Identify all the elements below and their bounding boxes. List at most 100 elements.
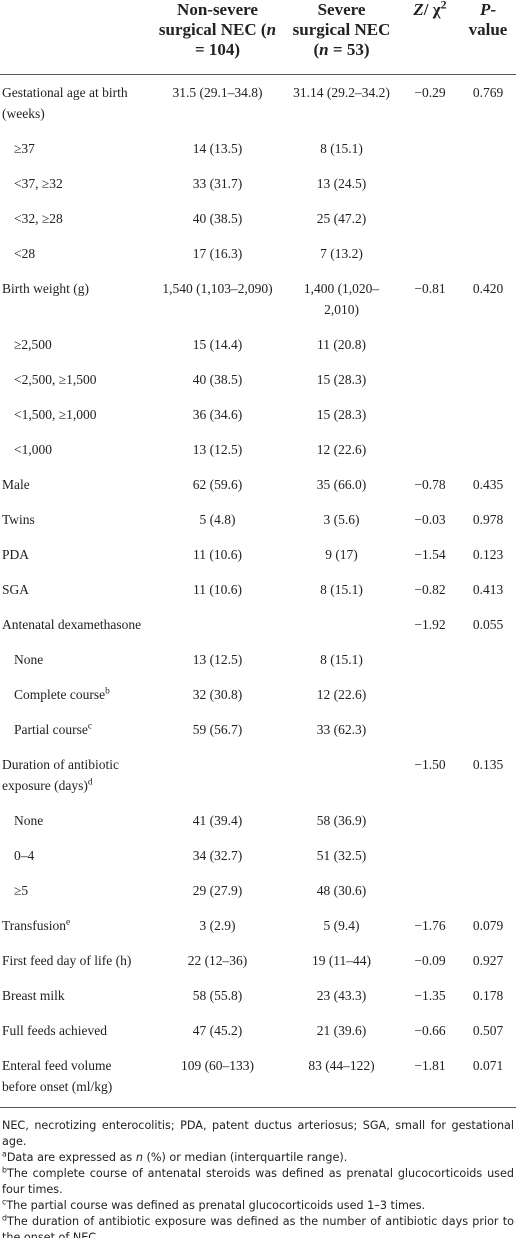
table-row: Enteral feed volume before onset (ml/kg)… [0, 1048, 516, 1108]
table-cell: 11 (20.8) [283, 327, 400, 362]
row-label: ≥37 [14, 141, 35, 156]
cell-value: 34 (32.7) [192, 848, 243, 863]
table-cell [460, 712, 516, 747]
table-row: None 13 (12.5) 8 (15.1) [0, 642, 516, 677]
table-cell: 11 (10.6) [152, 572, 283, 607]
header-cell: Z/ χ2 [400, 0, 460, 75]
table-cell [460, 838, 516, 873]
cell-value: 0.420 [472, 281, 504, 296]
table-cell [460, 131, 516, 166]
table-cell [460, 327, 516, 362]
cell-value: 58 (55.8) [192, 988, 243, 1003]
table-row: SGA 11 (10.6) 8 (15.1) −0.82 0.413 [0, 572, 516, 607]
table-body: Gestational age at birth (weeks) 31.5 (29… [0, 75, 516, 1108]
table-cell: 51 (32.5) [283, 838, 400, 873]
table-cell: 36 (34.6) [152, 397, 283, 432]
superscript: d [2, 1213, 7, 1223]
row-label: Full feeds achieved [2, 1023, 107, 1038]
superscript: 2 [440, 0, 447, 12]
cell-value: 15 (28.3) [316, 407, 367, 422]
table-row: Complete courseb 32 (30.8) 12 (22.6) [0, 677, 516, 712]
table-cell [283, 747, 400, 803]
text-segment: Z [413, 0, 424, 19]
cell-value: −0.81 [414, 281, 446, 296]
table-cell: 11 (10.6) [152, 537, 283, 572]
cell-value: 36 (34.6) [192, 407, 243, 422]
cell-value: −0.09 [414, 953, 446, 968]
cell-value: 40 (38.5) [192, 211, 243, 226]
row-label-cell: <1,500, ≥1,000 [0, 397, 152, 432]
table-cell: 0.927 [460, 943, 516, 978]
text-segment: Severe surgical NEC ( [292, 0, 391, 59]
row-label-cell: Gestational age at birth (weeks) [0, 75, 152, 132]
table-cell [400, 677, 460, 712]
table-row: 0–4 34 (32.7) 51 (32.5) [0, 838, 516, 873]
cell-value: 0.927 [472, 953, 504, 968]
cell-value: 23 (43.3) [316, 988, 367, 1003]
cell-value: −0.66 [414, 1023, 446, 1038]
cell-value: 109 (60–133) [180, 1058, 255, 1073]
table-cell: 31.5 (29.1–34.8) [152, 75, 283, 132]
table-cell: 41 (39.4) [152, 803, 283, 838]
table-cell: 34 (32.7) [152, 838, 283, 873]
table-cell: 12 (22.6) [283, 432, 400, 467]
text-segment: (%) or median (interquartile range). [142, 1151, 348, 1164]
table-cell: 0.079 [460, 908, 516, 943]
table-cell: 0.123 [460, 537, 516, 572]
cell-value: 29 (27.9) [192, 883, 243, 898]
table-cell: 15 (14.4) [152, 327, 283, 362]
header-row: Non-severe surgical NEC (n = 104) Severe … [0, 0, 516, 75]
cell-value: 33 (31.7) [192, 176, 243, 191]
table-cell: 1,400 (1,020–2,010) [283, 271, 400, 327]
row-label-cell: <28 [0, 236, 152, 271]
superscript: a [2, 1149, 7, 1159]
table-cell: 0.507 [460, 1013, 516, 1048]
row-label-cell: Twins [0, 502, 152, 537]
table-cell: 22 (12–36) [152, 943, 283, 978]
table-cell: 8 (15.1) [283, 131, 400, 166]
table-row: First feed day of life (h) 22 (12–36) 19 (… [0, 943, 516, 978]
table-cell: 48 (30.6) [283, 873, 400, 908]
cell-value: 11 (20.8) [317, 337, 366, 352]
table-cell: 62 (59.6) [152, 467, 283, 502]
table-row: Male 62 (59.6) 35 (66.0) −0.78 0.435 [0, 467, 516, 502]
row-label-cell: Complete courseb [0, 677, 152, 712]
superscript: e [66, 917, 71, 928]
cell-value: 9 (17) [325, 547, 358, 562]
cell-value: 11 (10.6) [193, 547, 242, 562]
table-row: ≥37 14 (13.5) 8 (15.1) [0, 131, 516, 166]
table-row: <2,500, ≥1,500 40 (38.5) 15 (28.3) [0, 362, 516, 397]
text-segment: n [319, 40, 329, 59]
table-cell: 5 (9.4) [283, 908, 400, 943]
footnote: cThe partial course was defined as prena… [2, 1198, 514, 1214]
row-label: Duration of antibiotic exposure (days) [2, 757, 119, 793]
row-label-cell: ≥2,500 [0, 327, 152, 362]
table-row: <28 17 (16.3) 7 (13.2) [0, 236, 516, 271]
table-cell: 21 (39.6) [283, 1013, 400, 1048]
row-label: Antenatal dexamethasone [2, 617, 142, 632]
cell-value: 31.14 (29.2–34.2) [293, 85, 390, 100]
text-segment: NEC, necrotizing enterocolitis; PDA, pat… [2, 1119, 514, 1148]
row-label: Twins [2, 512, 35, 527]
cell-value: 15 (28.3) [316, 372, 367, 387]
table-cell: 29 (27.9) [152, 873, 283, 908]
table-cell: 7 (13.2) [283, 236, 400, 271]
cell-value: 33 (62.3) [316, 722, 367, 737]
row-label: Breast milk [2, 988, 65, 1003]
table-cell: 33 (31.7) [152, 166, 283, 201]
row-label-cell: None [0, 803, 152, 838]
table-row: Partial coursec 59 (56.7) 33 (62.3) [0, 712, 516, 747]
table-cell: 47 (45.2) [152, 1013, 283, 1048]
header-cell [0, 0, 152, 75]
footnotes: NEC, necrotizing enterocolitis; PDA, pat… [0, 1108, 516, 1238]
table-cell: 58 (55.8) [152, 978, 283, 1013]
row-label-cell: SGA [0, 572, 152, 607]
data-table: Non-severe surgical NEC (n = 104) Severe … [0, 0, 516, 1108]
table-cell: −0.03 [400, 502, 460, 537]
cell-value: 3 (5.6) [323, 512, 360, 527]
table-cell: 58 (36.9) [283, 803, 400, 838]
table-cell [400, 327, 460, 362]
table-cell [152, 747, 283, 803]
cell-value: 1,540 (1,103–2,090) [162, 281, 273, 296]
row-label-cell: <32, ≥28 [0, 201, 152, 236]
